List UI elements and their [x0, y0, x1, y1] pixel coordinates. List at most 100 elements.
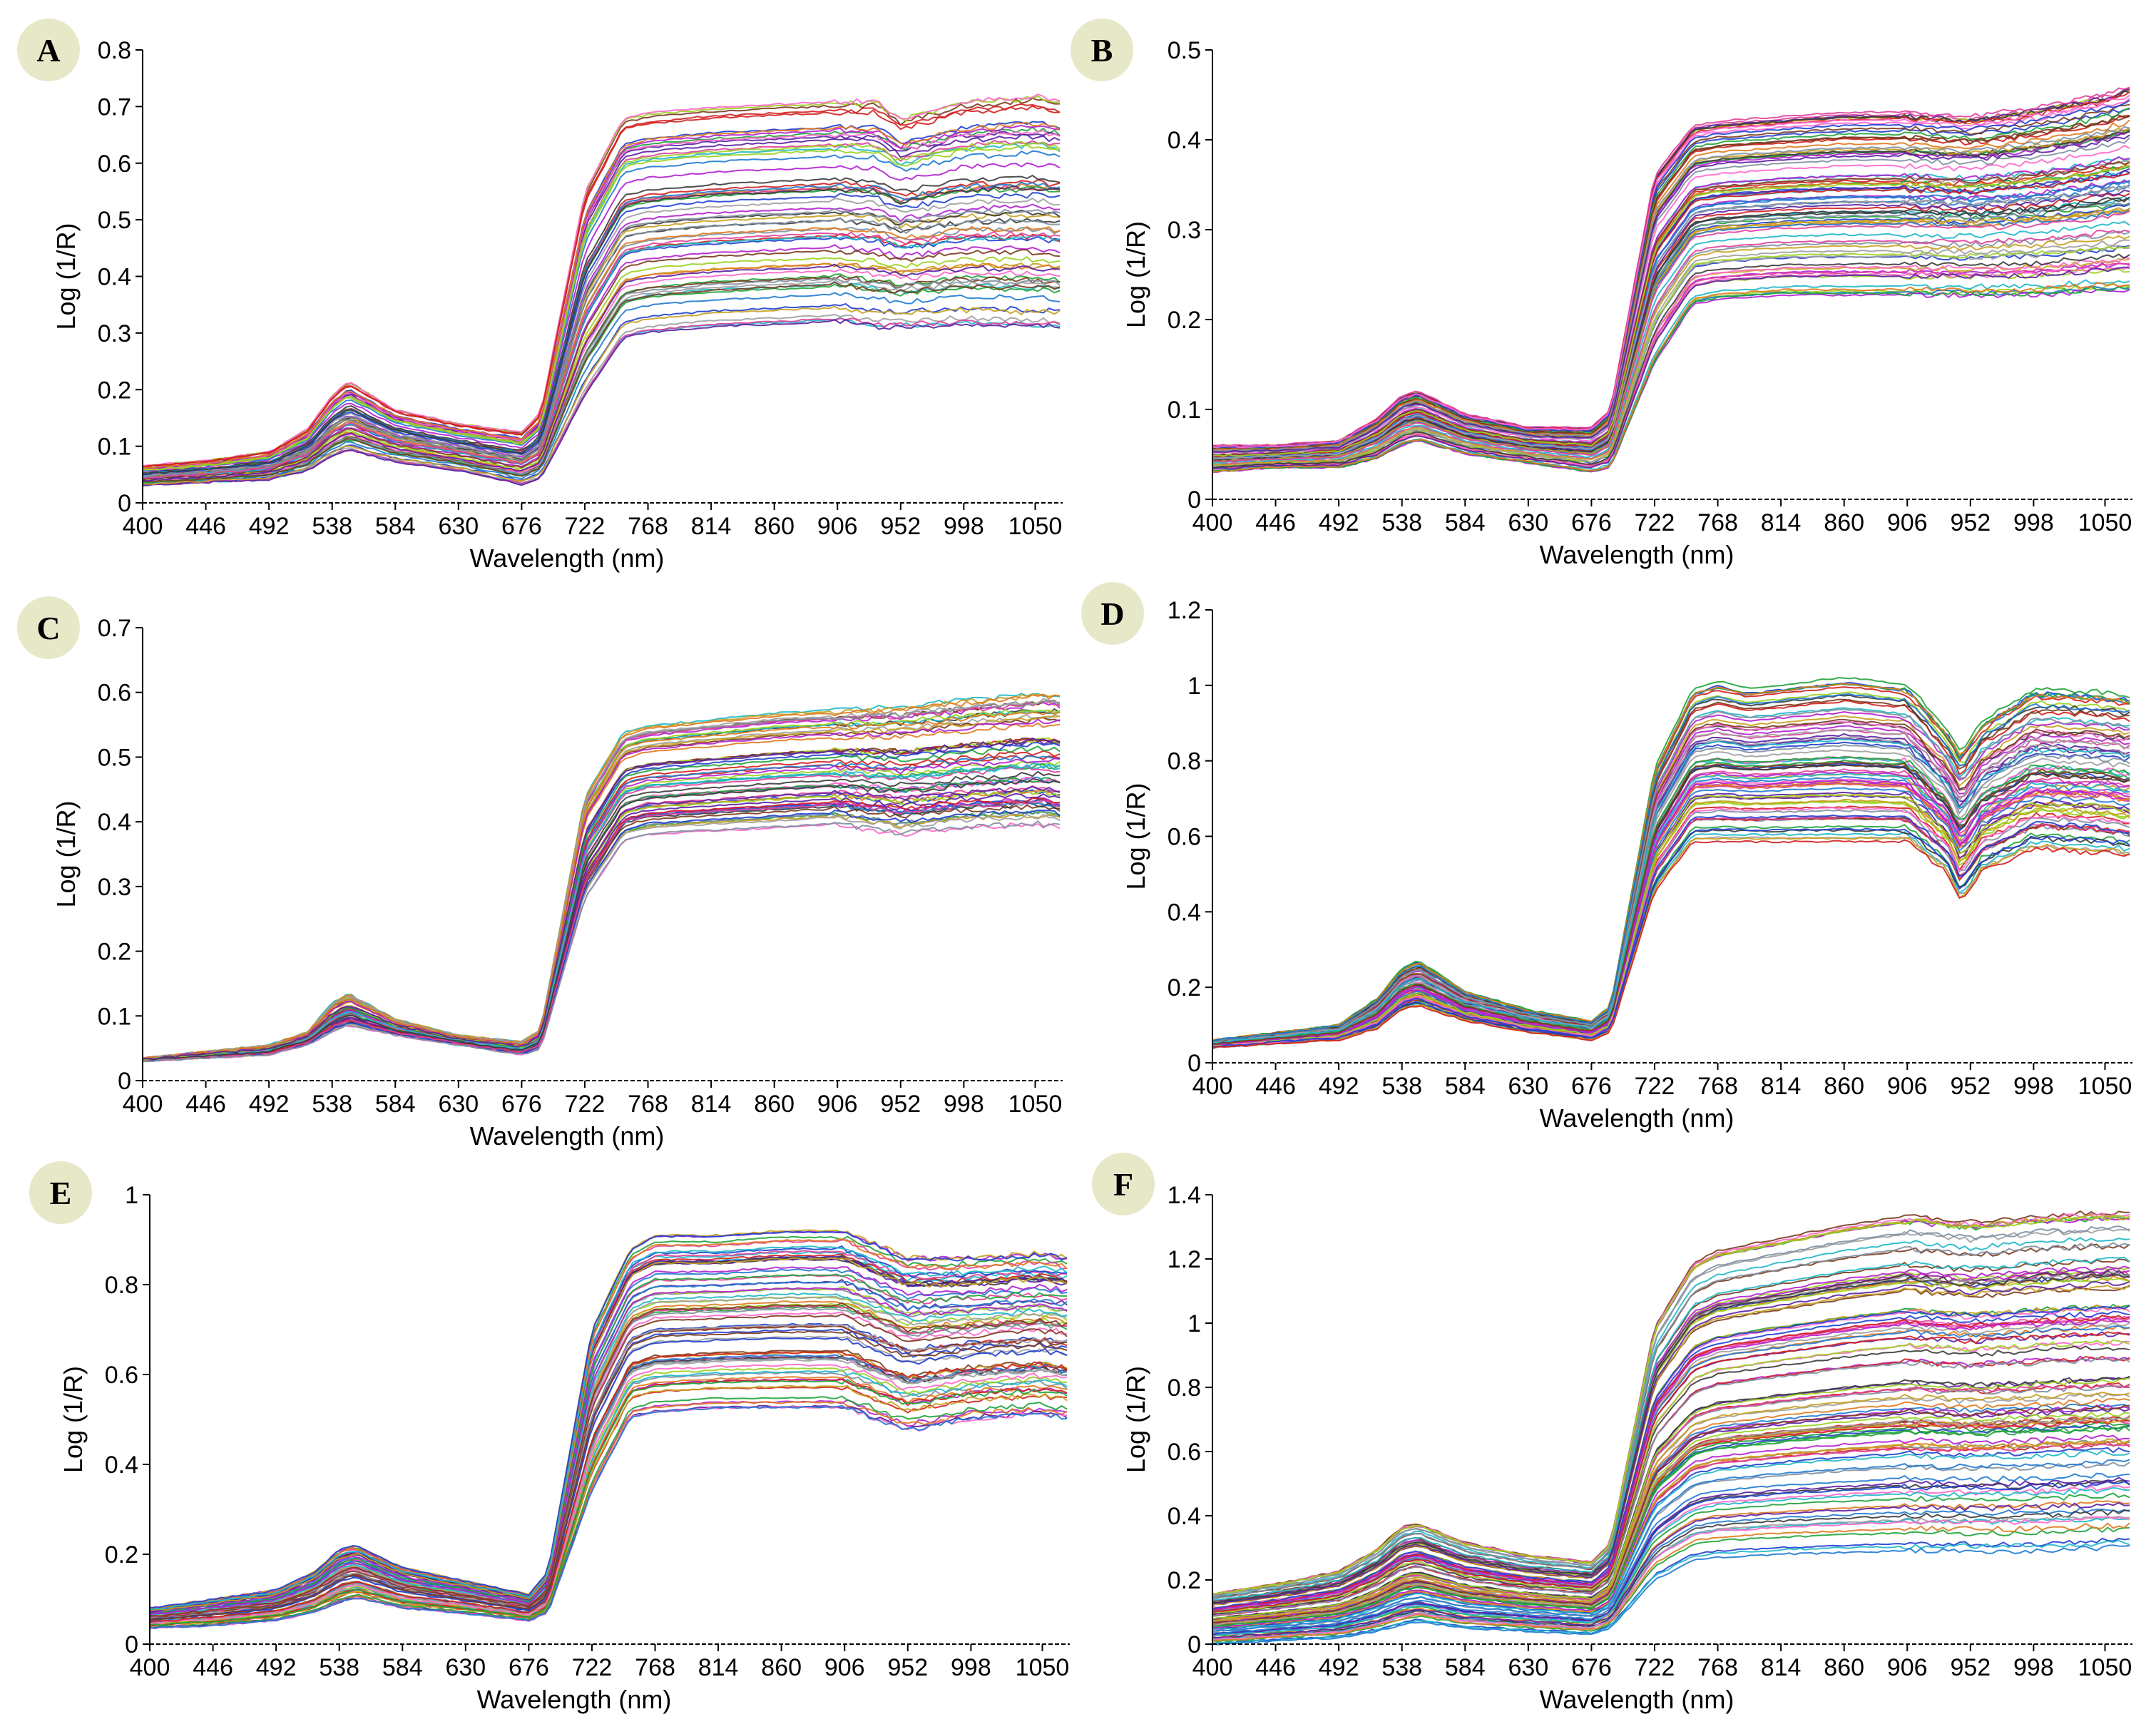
x-tick-label: 722	[1635, 509, 1675, 536]
spectrum-line	[142, 702, 1061, 1060]
y-tick-label: 0.2	[1168, 307, 1201, 334]
spectrum-line	[1212, 119, 2130, 452]
spectrum-line	[1212, 137, 2130, 454]
x-tick-label: 952	[880, 1091, 921, 1118]
spectrum-line	[1212, 1317, 2130, 1611]
y-tick-label: 1	[125, 1182, 138, 1209]
x-tick-label: 952	[1950, 1073, 1991, 1100]
spectrum-line	[1212, 134, 2130, 453]
spectrum-line	[143, 699, 1061, 1059]
x-tick-label: 998	[944, 513, 984, 540]
y-tick-label: 0	[118, 490, 131, 517]
panel-f: 0 0.2 0.4 0.6 0.8 1 1.2 1.4 400 446 492 538 584 630 67…	[1092, 1153, 2132, 1714]
y-tick-label: 1.2	[1168, 597, 1201, 624]
y-tick-label: 0.5	[1168, 37, 1201, 64]
panel-badge	[1092, 1153, 1155, 1215]
spectrum-line	[142, 141, 1061, 471]
spectrum-line	[149, 1358, 1068, 1624]
spectrum-line	[149, 1280, 1068, 1616]
spectrum-line	[150, 1325, 1068, 1621]
panel-label: B	[1091, 32, 1113, 68]
spectrum-line	[142, 738, 1061, 1060]
x-tick-label: 860	[761, 1654, 802, 1681]
spectrum-line	[142, 93, 1061, 466]
spectrum-line	[1212, 220, 2130, 464]
x-tick-label: 676	[501, 513, 542, 540]
spectrum-line	[142, 313, 1061, 486]
spectrum-line	[1212, 1397, 2130, 1623]
x-tick-label: 538	[319, 1654, 359, 1681]
y-tick-label: 0.2	[105, 1541, 138, 1569]
spectrum-line	[149, 1313, 1068, 1619]
x-tick-label: 906	[1887, 509, 1928, 536]
spectrum-line	[1212, 693, 2130, 1043]
spectrum-line	[142, 700, 1061, 1060]
x-tick-label: 860	[754, 1091, 795, 1118]
spectra-series-group	[149, 1229, 1068, 1629]
panel-badge	[17, 596, 80, 659]
spectrum-line	[142, 710, 1061, 1059]
y-tick-label: 0.1	[98, 1003, 131, 1030]
x-tick-label: 722	[565, 1091, 606, 1118]
x-tick-label: 446	[1255, 1073, 1296, 1100]
spectrum-line	[1212, 179, 2130, 459]
x-tick-label: 906	[817, 513, 858, 540]
spectrum-line	[1212, 164, 2130, 457]
x-tick-label: 584	[375, 513, 416, 540]
panel-badge	[1081, 582, 1144, 645]
spectrum-line	[1212, 1434, 2130, 1628]
spectrum-line	[142, 225, 1061, 479]
spectrum-line	[1212, 1345, 2130, 1616]
spectrum-line	[1212, 807, 2130, 1048]
y-tick-label: 0.6	[1168, 824, 1201, 851]
spectrum-line	[1212, 683, 2130, 1041]
y-tick-label: 0	[118, 1068, 131, 1095]
x-tick-label: 1050	[1008, 513, 1063, 540]
spectrum-line	[1212, 1486, 2130, 1636]
x-tick-label: 630	[1508, 1654, 1548, 1681]
spectrum-line	[142, 802, 1061, 1061]
x-tick-label: 952	[1950, 509, 1991, 536]
y-tick-label: 0.2	[1168, 974, 1201, 1001]
x-tick-label: 584	[1445, 1073, 1486, 1100]
x-tick-label: 630	[445, 1654, 486, 1681]
x-tick-label: 860	[754, 513, 795, 540]
spectrum-line	[1212, 816, 2130, 1047]
spectrum-line	[142, 698, 1061, 1060]
spectrum-line	[142, 197, 1061, 476]
spectrum-line	[1212, 185, 2130, 459]
spectrum-line	[1212, 1415, 2130, 1626]
y-tick-label: 0.7	[98, 615, 131, 642]
spectrum-line	[1212, 1501, 2130, 1639]
spectrum-line	[1212, 1237, 2130, 1598]
x-tick-label: 814	[1761, 509, 1802, 536]
x-tick-label: 492	[1319, 1073, 1359, 1100]
x-tick-label: 998	[2013, 1073, 2054, 1100]
spectra-series-group	[1212, 676, 2130, 1049]
spectrum-line	[142, 281, 1061, 483]
spectrum-line	[1212, 245, 2130, 467]
x-tick-label: 538	[1381, 1654, 1422, 1681]
y-tick-label: 0.4	[98, 809, 131, 836]
y-tick-label: 0.7	[98, 93, 131, 121]
x-tick-label: 538	[1381, 1073, 1422, 1100]
panel-c: 0 0.1 0.2 0.3 0.4 0.5 0.6 0.7 400 446 492 538 584 630…	[17, 596, 1063, 1151]
y-axis-title: Log (1/R)	[1121, 221, 1150, 328]
spectrum-line	[1212, 266, 2130, 470]
spectrum-line	[142, 700, 1061, 1059]
spectrum-line	[1212, 1310, 2130, 1610]
x-tick-label: 1050	[1008, 1091, 1063, 1118]
spectrum-line	[142, 174, 1061, 474]
spectrum-line	[1212, 1481, 2130, 1636]
panel-badge	[29, 1161, 92, 1224]
spectrum-line	[149, 1356, 1068, 1623]
y-tick-label: 0.2	[98, 377, 131, 404]
spectrum-line	[142, 121, 1061, 469]
x-tick-label: 446	[193, 1654, 233, 1681]
x-tick-label: 998	[944, 1091, 984, 1118]
x-tick-label: 400	[123, 513, 163, 540]
x-tick-label: 676	[509, 1654, 549, 1681]
spectra-series-group	[1212, 86, 2130, 473]
x-tick-label: 722	[1635, 1654, 1675, 1681]
